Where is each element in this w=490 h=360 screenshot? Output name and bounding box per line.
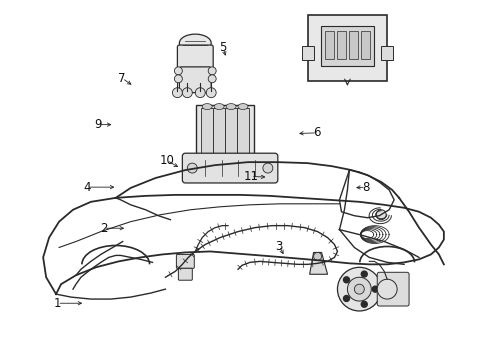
- FancyBboxPatch shape: [177, 45, 213, 71]
- Text: 11: 11: [244, 170, 258, 183]
- Text: 6: 6: [314, 126, 321, 139]
- FancyBboxPatch shape: [178, 268, 192, 280]
- Text: 5: 5: [220, 41, 227, 54]
- Circle shape: [347, 277, 371, 301]
- Polygon shape: [310, 252, 327, 274]
- Circle shape: [314, 252, 321, 260]
- Text: 2: 2: [100, 222, 107, 235]
- Circle shape: [361, 301, 367, 307]
- FancyBboxPatch shape: [381, 46, 393, 60]
- FancyBboxPatch shape: [320, 26, 374, 66]
- FancyBboxPatch shape: [201, 108, 213, 157]
- Ellipse shape: [214, 104, 224, 109]
- FancyBboxPatch shape: [308, 15, 387, 81]
- FancyBboxPatch shape: [325, 31, 334, 59]
- Text: 4: 4: [83, 181, 90, 194]
- Circle shape: [182, 88, 192, 98]
- FancyBboxPatch shape: [182, 153, 278, 183]
- Circle shape: [195, 163, 204, 173]
- Circle shape: [376, 210, 386, 220]
- Ellipse shape: [179, 34, 211, 52]
- Circle shape: [208, 67, 216, 75]
- Text: 3: 3: [275, 240, 283, 253]
- Text: 1: 1: [54, 297, 61, 310]
- Circle shape: [196, 88, 205, 98]
- FancyBboxPatch shape: [192, 159, 258, 177]
- Circle shape: [172, 88, 182, 98]
- Circle shape: [208, 75, 216, 83]
- FancyBboxPatch shape: [361, 31, 370, 59]
- Text: 8: 8: [362, 181, 369, 194]
- Circle shape: [343, 277, 349, 283]
- Circle shape: [187, 163, 197, 173]
- Circle shape: [174, 67, 182, 75]
- FancyBboxPatch shape: [377, 272, 409, 306]
- Circle shape: [377, 279, 397, 299]
- Circle shape: [372, 286, 378, 292]
- Circle shape: [343, 296, 349, 301]
- FancyBboxPatch shape: [302, 46, 314, 60]
- FancyBboxPatch shape: [237, 108, 249, 157]
- Circle shape: [263, 163, 273, 173]
- FancyBboxPatch shape: [196, 105, 254, 161]
- Ellipse shape: [226, 104, 236, 109]
- Circle shape: [206, 88, 216, 98]
- Circle shape: [246, 163, 256, 173]
- Text: 9: 9: [94, 118, 101, 131]
- Circle shape: [338, 267, 381, 311]
- Text: 7: 7: [119, 72, 126, 85]
- Circle shape: [361, 271, 367, 277]
- Circle shape: [354, 284, 365, 294]
- Circle shape: [174, 75, 182, 83]
- Text: 10: 10: [160, 154, 174, 167]
- FancyBboxPatch shape: [179, 67, 211, 93]
- Ellipse shape: [202, 104, 212, 109]
- Ellipse shape: [238, 104, 248, 109]
- FancyBboxPatch shape: [213, 108, 225, 157]
- FancyBboxPatch shape: [349, 31, 358, 59]
- FancyBboxPatch shape: [176, 255, 195, 268]
- FancyBboxPatch shape: [337, 31, 346, 59]
- FancyBboxPatch shape: [225, 108, 237, 157]
